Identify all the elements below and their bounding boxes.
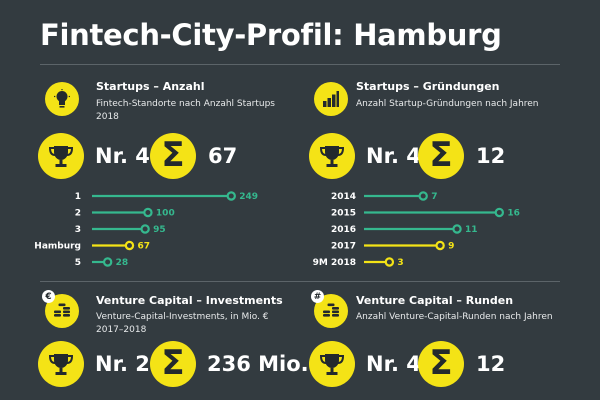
startups-count-subtitle-1: Fintech-Standorte nach Anzahl Startups (96, 99, 275, 109)
startups-count-subtitle-2: 2018 (96, 112, 119, 122)
vc-investments-subtitle-2: 2017–2018 (96, 325, 147, 335)
startups-founded-subtitle: Anzahl Startup-Gründungen nach Jahren (356, 99, 539, 109)
category-label: Hamburg (34, 242, 81, 252)
category-label: 3 (75, 225, 81, 235)
value-label: 67 (137, 242, 150, 252)
startups-founded-total: 12 (476, 144, 506, 168)
startups-count-title: Startups – Anzahl (96, 80, 205, 93)
value-label: 7 (431, 192, 437, 202)
divider (40, 64, 560, 65)
category-label: 9M 2018 (313, 258, 356, 268)
category-label: 1 (75, 192, 81, 202)
category-label: 2015 (331, 209, 356, 219)
bar-endpoint (384, 257, 395, 267)
value-label: 100 (156, 209, 175, 219)
trophy-icon (38, 341, 84, 387)
category-label: 2017 (331, 242, 356, 252)
sigma-icon: Σ (418, 133, 464, 179)
bar-endpoint (494, 207, 505, 218)
startups-count-rank: Nr. 4 (95, 144, 150, 168)
vc-investments-title: Venture Capital – Investments (96, 294, 283, 307)
startups-count-total: 67 (208, 144, 238, 168)
hash-badge: # (311, 290, 324, 303)
category-label: 5 (75, 258, 81, 268)
bar-chart-icon (314, 82, 348, 116)
vc-rounds-title: Venture Capital – Runden (356, 294, 514, 307)
sigma-icon: Σ (150, 341, 196, 387)
category-label: 2014 (331, 192, 356, 202)
category-label: 2 (75, 209, 81, 219)
value-label: 249 (239, 192, 258, 202)
bar-endpoint (418, 191, 428, 201)
startups-founded-chart: 2014 7 2015 16 2016 11 2017 9 9M 2018 3 (313, 191, 520, 268)
startups-founded-rank: Nr. 4 (366, 144, 421, 168)
value-label: 16 (507, 209, 520, 219)
vc-rounds-total: 12 (476, 352, 506, 376)
startups-founded-title: Startups – Gründungen (356, 80, 500, 93)
bar-endpoint (140, 224, 150, 234)
value-label: 3 (397, 258, 403, 268)
trophy-icon (38, 133, 84, 179)
page-title: Fintech-City-Profil: Hamburg (40, 18, 502, 52)
value-label: 95 (153, 225, 166, 235)
bar-endpoint (226, 191, 236, 201)
bar-endpoint (124, 240, 135, 251)
vc-rounds-rank: Nr. 4 (366, 352, 421, 376)
value-label: 11 (465, 225, 478, 235)
vc-rounds-subtitle: Anzahl Venture-Capital-Runden nach Jahre… (356, 312, 553, 322)
lightbulb-icon (45, 82, 79, 116)
startups-count-chart: 1 249 2 100 3 95 Hamburg 67 5 28 (34, 191, 258, 268)
bar-endpoint (143, 207, 153, 218)
bar-endpoint (102, 257, 113, 267)
value-label: 28 (116, 258, 129, 268)
value-label: 9 (448, 242, 454, 252)
trophy-icon (309, 133, 355, 179)
euro-badge: € (42, 290, 55, 303)
sigma-icon: Σ (150, 133, 196, 179)
category-label: 2016 (331, 225, 356, 235)
sigma-icon: Σ (418, 341, 464, 387)
bar-endpoint (452, 224, 462, 234)
trophy-icon (309, 341, 355, 387)
vc-investments-subtitle-1: Venture-Capital-Investments, in Mio. € (96, 312, 269, 322)
bar-endpoint (435, 240, 445, 251)
divider (40, 281, 560, 282)
vc-investments-rank: Nr. 2 (95, 352, 150, 376)
